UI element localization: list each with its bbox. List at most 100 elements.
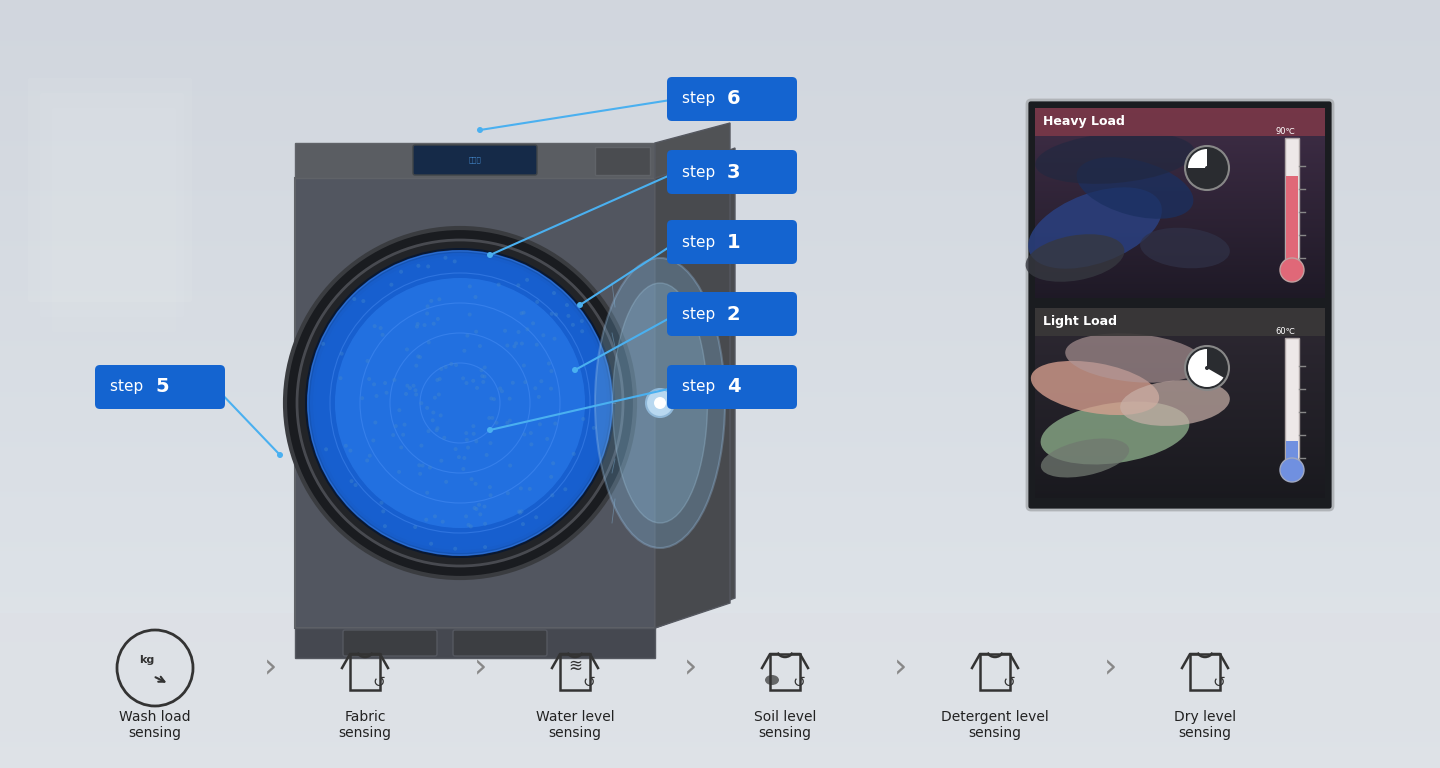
Circle shape [468,313,472,316]
Circle shape [488,493,492,497]
Circle shape [487,427,492,433]
Circle shape [338,376,343,380]
Bar [295,628,655,658]
Text: 60℃: 60℃ [1274,327,1295,336]
Circle shape [475,386,480,390]
Circle shape [416,264,420,268]
Circle shape [577,302,583,308]
Text: step: step [683,164,720,180]
Circle shape [328,271,592,535]
Circle shape [380,333,384,337]
Circle shape [505,492,510,495]
Circle shape [482,545,487,549]
Circle shape [487,252,492,258]
Circle shape [415,325,419,329]
Text: Wash load
sensing: Wash load sensing [120,710,192,740]
Circle shape [382,509,386,513]
Text: step: step [683,379,720,395]
Circle shape [312,256,608,550]
Circle shape [456,455,461,459]
Circle shape [433,396,436,399]
Circle shape [438,377,442,381]
Text: step: step [683,306,720,322]
Circle shape [546,437,549,441]
Ellipse shape [1140,227,1230,268]
Circle shape [508,396,511,401]
Circle shape [531,321,536,326]
Polygon shape [655,123,730,178]
Circle shape [310,253,611,553]
Circle shape [485,453,488,457]
Circle shape [324,447,328,452]
Circle shape [444,365,448,369]
Circle shape [444,480,448,484]
Text: ↺: ↺ [1212,674,1225,690]
Circle shape [518,486,523,491]
Circle shape [323,265,598,541]
Circle shape [549,386,553,391]
Ellipse shape [612,283,707,523]
Circle shape [392,433,395,437]
Circle shape [580,319,583,323]
Bar [1284,138,1299,263]
Circle shape [461,376,465,380]
Circle shape [416,354,420,359]
Circle shape [452,260,456,263]
Circle shape [464,515,468,518]
Circle shape [405,347,409,352]
Circle shape [563,487,567,492]
Ellipse shape [1041,402,1189,465]
Circle shape [344,444,348,448]
Polygon shape [655,153,730,628]
Text: Dry level
sensing: Dry level sensing [1174,710,1236,740]
Circle shape [534,343,539,346]
Circle shape [482,366,487,369]
Circle shape [321,342,325,346]
Circle shape [550,369,553,373]
Circle shape [523,380,527,384]
Circle shape [397,470,402,474]
Circle shape [315,259,603,547]
Circle shape [389,283,393,286]
Circle shape [541,333,546,337]
Circle shape [481,380,485,384]
Circle shape [435,426,439,430]
FancyBboxPatch shape [95,365,225,409]
Circle shape [462,349,467,353]
Circle shape [508,419,513,422]
Circle shape [354,483,357,487]
Text: step: step [683,234,720,250]
Circle shape [477,503,481,507]
Circle shape [367,454,372,458]
FancyBboxPatch shape [667,220,796,264]
Text: 6: 6 [727,90,740,108]
Circle shape [435,429,439,432]
Circle shape [425,518,428,521]
Circle shape [564,303,569,307]
Circle shape [399,445,403,449]
Circle shape [436,317,439,321]
Circle shape [465,381,468,385]
Circle shape [494,421,498,425]
Circle shape [464,431,468,435]
Circle shape [379,326,383,330]
Circle shape [406,384,409,388]
Circle shape [432,322,436,326]
Circle shape [500,389,504,393]
Bar [560,654,590,690]
Circle shape [413,389,418,392]
Circle shape [469,477,474,482]
Circle shape [472,432,475,435]
Circle shape [533,386,537,390]
Circle shape [1205,166,1210,170]
Circle shape [514,341,518,346]
Circle shape [540,379,543,383]
Circle shape [412,384,416,388]
Circle shape [474,507,478,511]
Circle shape [426,429,431,433]
Circle shape [373,421,377,425]
Circle shape [517,509,521,514]
Ellipse shape [1025,234,1125,282]
Text: ›: › [684,651,697,684]
Circle shape [511,381,516,385]
